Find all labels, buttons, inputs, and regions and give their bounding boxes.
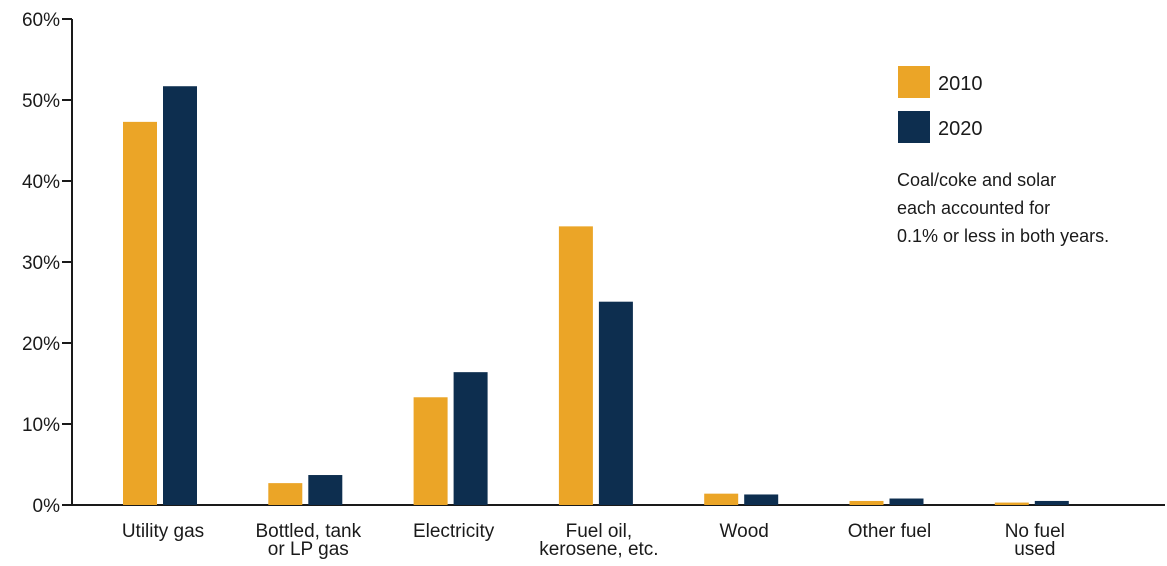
bar-2010	[558, 226, 593, 506]
bar-2020	[889, 498, 924, 505]
annotation-line: 0.1% or less in both years.	[897, 226, 1109, 246]
x-tick-label: Fuel oil, kerosene, etc.	[539, 521, 658, 560]
x-tick-label: Bottled, tank or LP gas	[255, 521, 361, 560]
bar-2020	[1034, 500, 1069, 505]
bar-2010	[849, 500, 884, 505]
bar-2020	[598, 301, 633, 505]
legend-label: 2020	[938, 118, 983, 140]
legend: 2010 2020	[898, 66, 983, 143]
x-tick-label: Electricity	[413, 521, 495, 542]
bar-2020	[453, 372, 488, 505]
bars	[123, 86, 1069, 506]
annotation: Coal/coke and solar each accounted for 0.1…	[897, 170, 1109, 246]
legend-swatch-2010	[898, 66, 930, 98]
y-tick-label: 30%	[22, 253, 60, 274]
bar-2020	[744, 494, 779, 505]
y-tick-label: 50%	[22, 91, 60, 112]
annotation-line: each accounted for	[897, 198, 1050, 218]
bar-2010	[994, 502, 1029, 505]
y-tick-label: 40%	[22, 172, 60, 193]
x-tick-label: No fuel used	[1005, 521, 1065, 560]
annotation-line: Coal/coke and solar	[897, 170, 1056, 190]
y-tick-label: 60%	[22, 10, 60, 31]
y-tick-label: 10%	[22, 415, 60, 436]
bar-2020	[163, 86, 197, 505]
x-axis-labels: Utility gas Bottled, tank or LP gas Electri…	[122, 521, 1065, 560]
bar-2010	[413, 397, 448, 505]
bar-2010	[704, 493, 739, 505]
y-tick-label: 0%	[33, 496, 61, 517]
bar-2020	[308, 475, 343, 505]
y-tick-label: 20%	[22, 334, 60, 355]
bar-2010	[268, 483, 303, 505]
bar-2010	[123, 121, 157, 506]
x-tick-label: Other fuel	[848, 521, 931, 542]
x-tick-label: Utility gas	[122, 521, 204, 542]
legend-label: 2010	[938, 73, 983, 95]
axes: 0% 10% 20% 30% 40% 50% 60%	[22, 10, 1165, 517]
legend-swatch-2020	[898, 111, 930, 143]
x-tick-label: Wood	[720, 521, 769, 542]
